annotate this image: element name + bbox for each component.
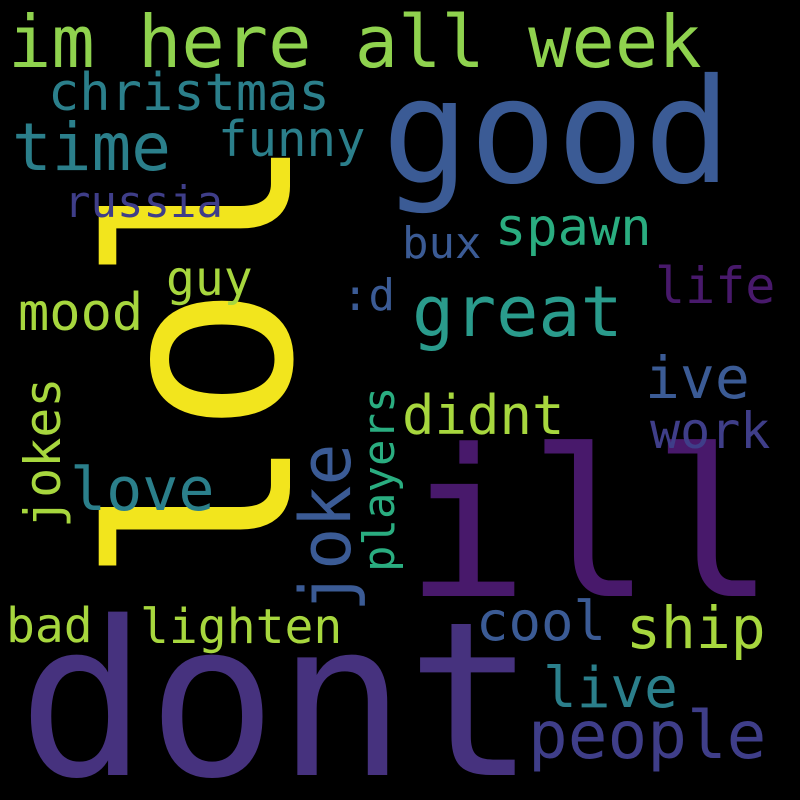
- word-christmas: christmas: [48, 63, 330, 123]
- word-didnt: didnt: [402, 384, 565, 447]
- word-good: good: [382, 48, 731, 217]
- word-bad: bad: [6, 598, 93, 654]
- word-im-here-all-week: im here all week: [8, 0, 702, 84]
- word-dont: dont: [18, 575, 536, 800]
- word-great: great: [412, 271, 623, 353]
- word-funny: funny: [218, 111, 366, 168]
- word-work: work: [650, 402, 770, 460]
- word-ill: ill: [405, 407, 775, 645]
- word-joke: joke: [285, 443, 367, 612]
- word-mood: mood: [18, 283, 143, 343]
- word-life: life: [655, 257, 775, 315]
- word-players: players: [354, 387, 405, 572]
- word-people: people: [528, 697, 766, 774]
- word-bux: bux: [402, 218, 481, 269]
- word-colon-d: :d: [342, 270, 395, 321]
- word-jokes: jokes: [14, 377, 72, 528]
- word-live: live: [543, 656, 678, 721]
- word-ive: ive: [645, 344, 750, 412]
- word-guy: guy: [166, 251, 253, 307]
- word-cool: cool: [476, 590, 606, 653]
- word-lighten: lighten: [140, 599, 342, 655]
- word-love: love: [70, 455, 215, 525]
- word-time: time: [12, 109, 171, 186]
- word-ship: ship: [626, 594, 766, 662]
- word-lol: lol: [58, 133, 349, 585]
- word-spawn: spawn: [495, 198, 652, 258]
- word-russia: russia: [64, 177, 223, 228]
